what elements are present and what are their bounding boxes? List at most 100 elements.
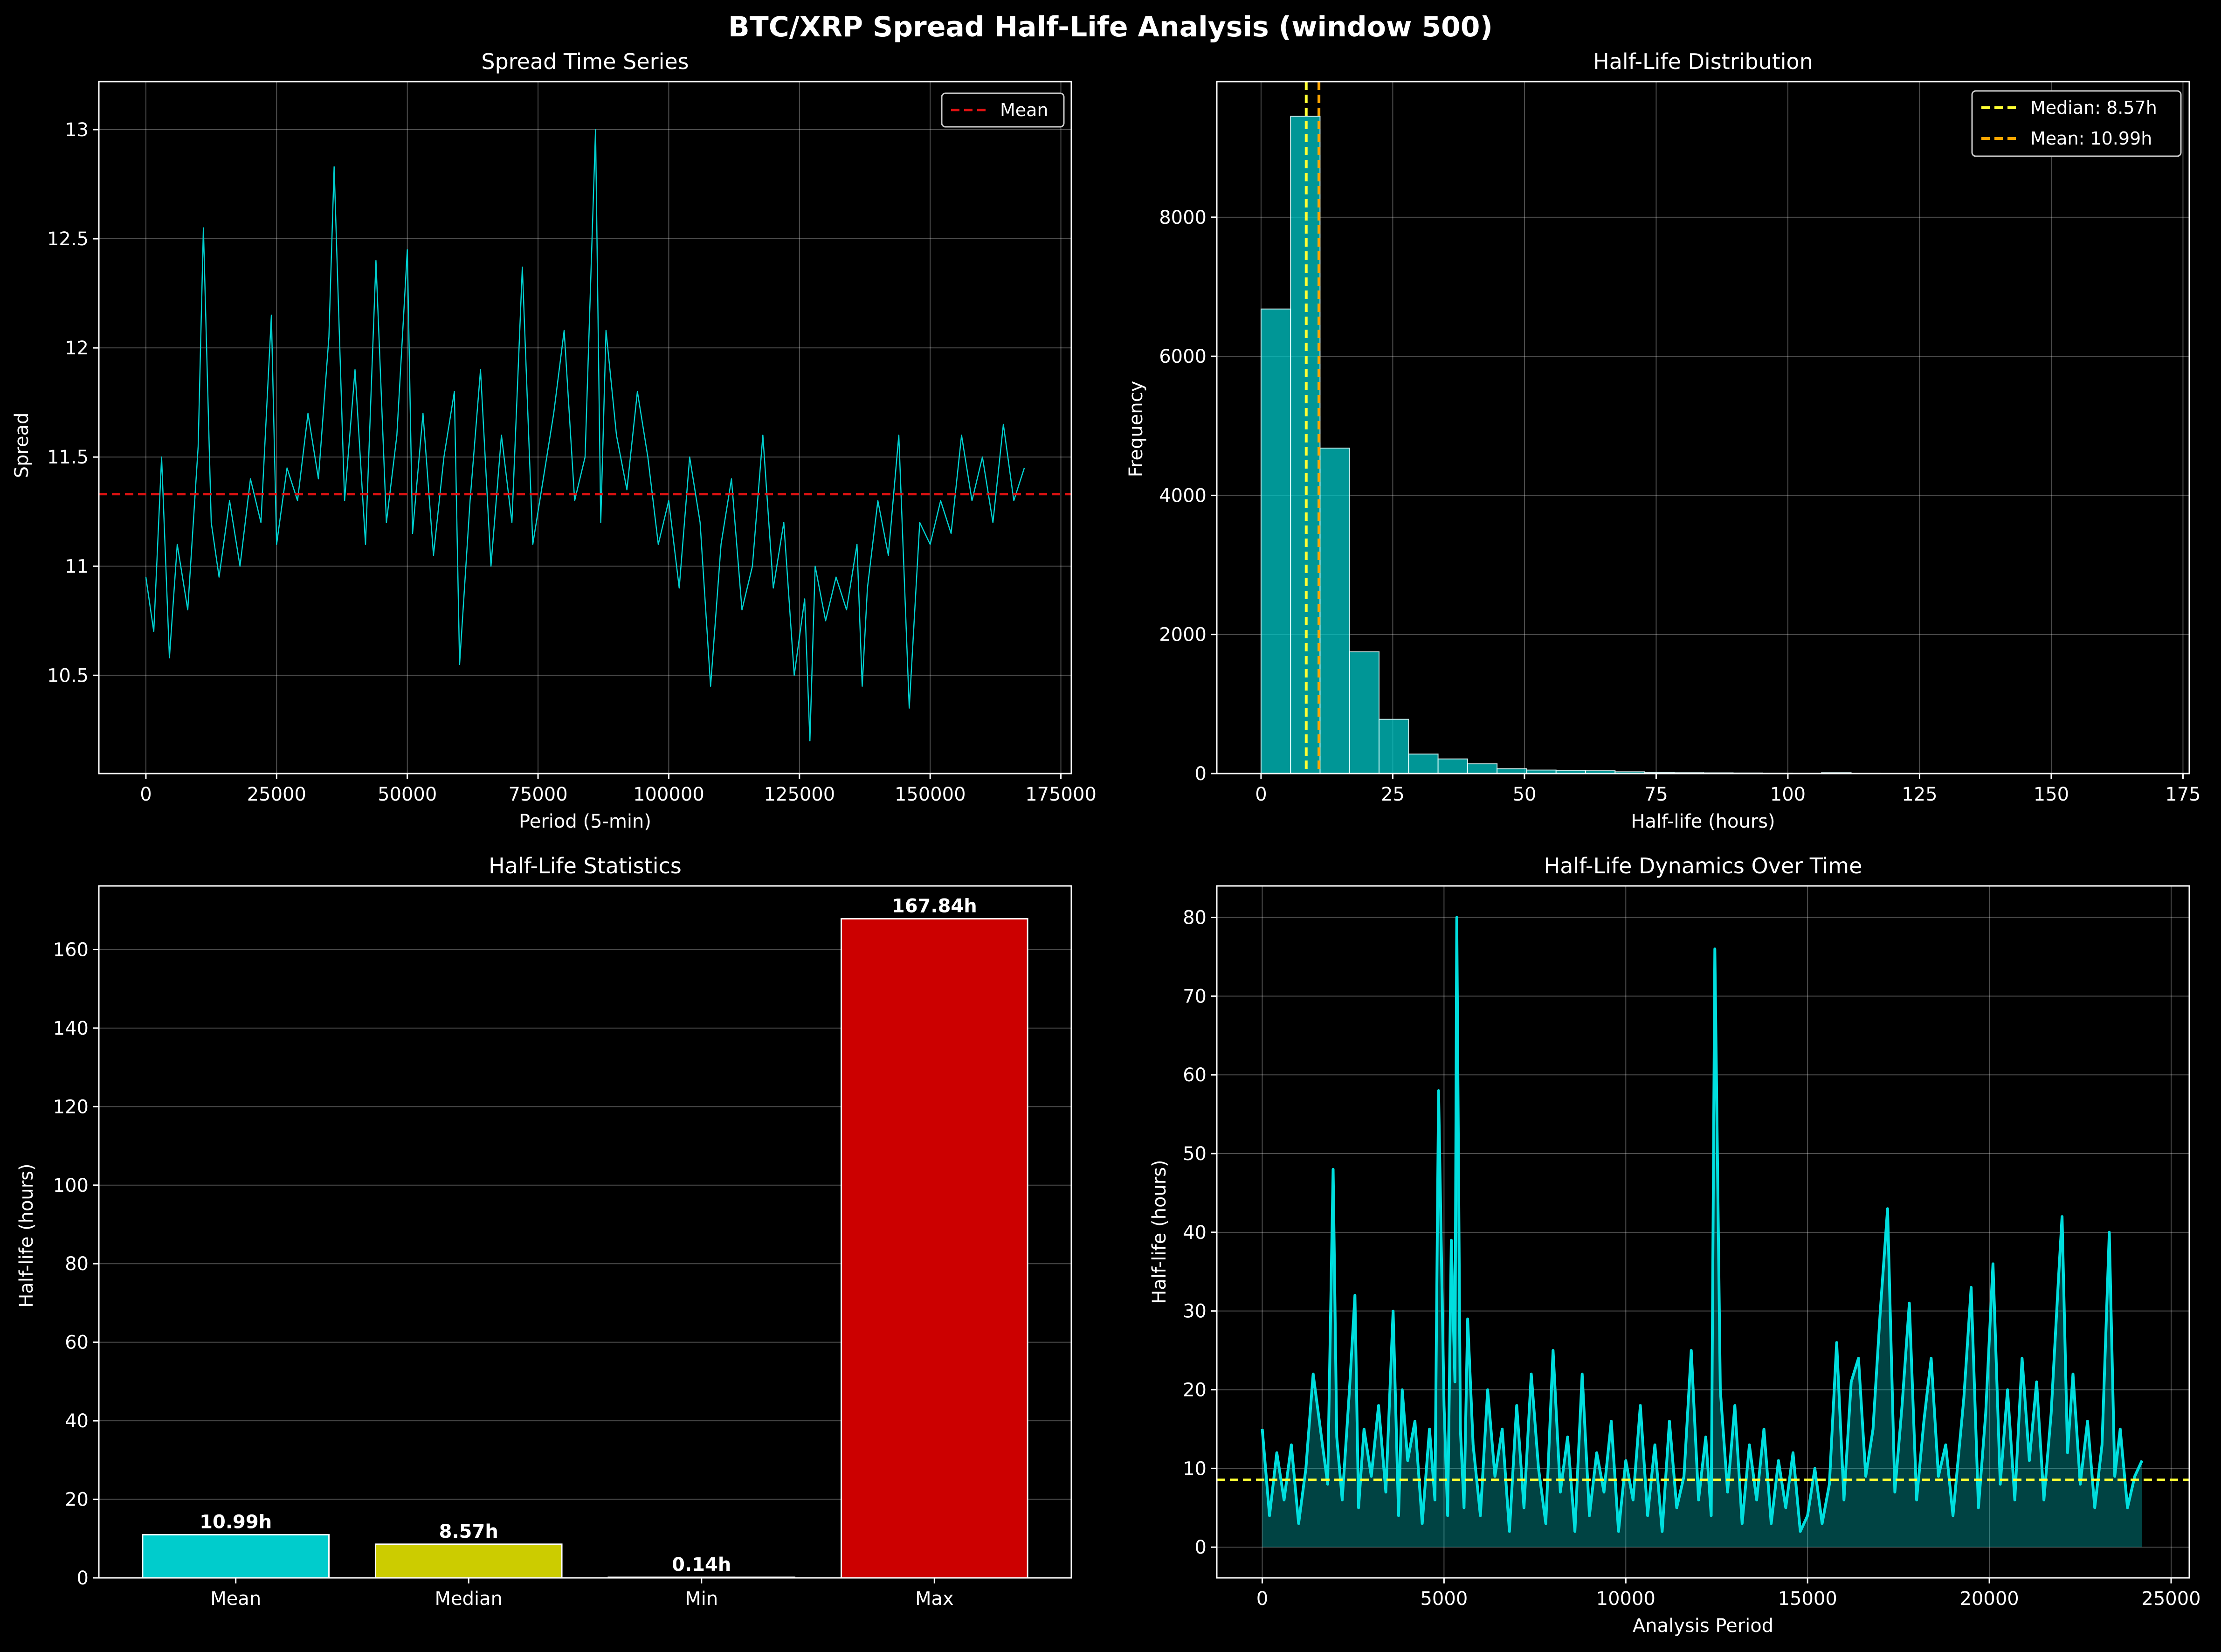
dynamics-x-tick-label: 0 [1256,1588,1268,1610]
stats-y-tick-label: 80 [65,1253,89,1275]
statistics-bar-max [840,918,1028,1579]
histogram-bar [1437,758,1468,774]
dynamics-panel: Half-Life Dynamics Over Time Analysis Pe… [1149,853,2201,1637]
histogram-panel: Half-Life Distribution Half-life (hours)… [1125,49,2201,832]
statistics-chart-title: Half-Life Statistics [489,853,682,878]
hist-x-tick-label: 150 [2034,784,2069,805]
dynamics-x-ticks: 0 5000 10000 15000 20000 25000 [1256,1578,2201,1610]
statistics-x-tick-label: Max [915,1588,954,1610]
statistics-bar-median [374,1543,563,1579]
spread-x-tick-label: 25000 [247,784,306,805]
spread-y-tick-label: 11.5 [47,447,89,468]
spread-panel: Spread Time Series Period (5-min) Spread… [11,49,1097,832]
histogram-bar [1260,308,1291,774]
spread-x-tick-label: 100000 [633,784,704,805]
histogram-bar [1379,719,1409,774]
dynamics-series-line [1261,916,2144,1533]
statistics-x-tick-label: Mean [210,1588,261,1610]
dynamics-x-tick-label: 25000 [2141,1588,2200,1610]
stats-y-tick-label: 20 [65,1489,89,1511]
spread-x-axis-label: Period (5-min) [519,811,651,832]
spread-x-tick-label: 0 [140,784,152,805]
histogram-legend-box [1971,90,2182,157]
histogram-x-axis-label: Half-life (hours) [1631,811,1775,832]
hist-x-tick-label: 0 [1255,784,1267,805]
dynamics-y-tick-label: 30 [1183,1301,1207,1322]
dynamics-y-ticks: 0 10 20 30 40 50 60 70 80 [1183,907,1217,1558]
statistics-bar-mean [142,1534,330,1579]
hist-x-tick-label: 100 [1770,784,1806,805]
histogram-bar [1408,753,1439,774]
statistics-bar-value-label: 10.99h [200,1511,272,1533]
histogram-plot-area [1260,82,2147,774]
histogram-y-ticks: 0 2000 4000 6000 8000 [1159,207,1217,785]
stats-y-tick-label: 100 [53,1175,89,1196]
dynamics-chart-title: Half-Life Dynamics Over Time [1544,853,1862,878]
hist-x-tick-label: 50 [1512,784,1536,805]
dynamics-y-tick-label: 0 [1195,1537,1207,1558]
hist-y-tick-label: 0 [1195,763,1207,785]
histogram-legend-median-label: Median: 8.57h [2030,97,2157,118]
stats-y-tick-label: 120 [53,1096,89,1118]
spread-x-tick-label: 125000 [764,784,835,805]
dynamics-y-tick-label: 10 [1183,1458,1207,1479]
dynamics-x-tick-label: 15000 [1778,1588,1837,1610]
statistics-y-ticks: 0 20 40 60 80 100 120 140 160 [53,939,99,1589]
spread-grid [99,82,1071,774]
histogram-y-axis-label: Frequency [1125,381,1147,477]
histogram-bar [1349,651,1380,774]
histogram-axes-frame [1216,81,2190,774]
hist-y-tick-label: 6000 [1159,346,1207,367]
spread-legend-mean-label: Mean [1000,100,1048,120]
stats-y-tick-label: 40 [65,1410,89,1432]
dynamics-axes-frame [1216,885,2190,1579]
dynamics-y-axis-label: Half-life (hours) [1149,1160,1170,1304]
hist-x-tick-label: 25 [1381,784,1405,805]
dynamics-y-tick-label: 50 [1183,1143,1207,1165]
dynamics-x-tick-label: 5000 [1420,1588,1468,1610]
spread-y-tick-label: 13 [65,119,89,141]
spread-y-ticks: 10.5 11 11.5 12 12.5 13 [47,119,99,686]
spread-axes-frame [98,81,1072,774]
statistics-x-ticks: Mean Median Min Max [210,1578,954,1610]
spread-x-tick-label: 175000 [1025,784,1097,805]
statistics-x-tick-label: Min [685,1588,718,1610]
hist-y-tick-label: 2000 [1159,624,1207,646]
histogram-legend: Median: 8.57h Mean: 10.99h [1971,90,2182,157]
spread-x-tick-label: 75000 [508,784,567,805]
histogram-bar [1497,768,1527,774]
spread-legend: Mean [941,92,1065,128]
stats-y-tick-label: 140 [53,1018,89,1039]
hist-x-tick-label: 75 [1644,784,1668,805]
spread-x-ticks: 0 25000 50000 75000 100000 125000 150000 175000 [140,774,1097,805]
spread-series-line [145,129,1025,742]
hist-x-tick-label: 175 [2165,784,2200,805]
histogram-bar [1319,447,1350,774]
spread-plot-area [99,129,1071,742]
spread-x-tick-label: 150000 [895,784,966,805]
spread-y-tick-label: 10.5 [47,665,89,686]
dynamics-y-tick-label: 60 [1183,1064,1207,1086]
statistics-bar-value-label: 8.57h [439,1521,498,1542]
statistics-axes-frame [98,885,1072,1579]
histogram-legend-mean-label: Mean: 10.99h [2030,128,2152,149]
spread-legend-box [941,92,1065,128]
hist-x-tick-label: 125 [1902,784,1937,805]
figure-title: BTC/XRP Spread Half-Life Analysis (windo… [728,11,1493,43]
statistics-bar-value-label: 167.84h [892,895,977,917]
dynamics-y-tick-label: 80 [1183,907,1207,929]
spread-y-tick-label: 12.5 [47,228,89,250]
hist-y-tick-label: 4000 [1159,485,1207,506]
spread-y-tick-label: 11 [65,556,89,577]
dynamics-x-tick-label: 20000 [1959,1588,2019,1610]
dynamics-y-tick-label: 40 [1183,1222,1207,1244]
stats-y-tick-label: 0 [77,1568,89,1589]
histogram-bar [1467,763,1498,774]
dynamics-y-tick-label: 20 [1183,1380,1207,1401]
spread-y-tick-label: 12 [65,338,89,359]
spread-y-axis-label: Spread [11,413,33,478]
histogram-chart-title: Half-Life Distribution [1593,49,1813,74]
statistics-panel: Half-Life Statistics Half-life (hours) 1… [16,853,1072,1610]
